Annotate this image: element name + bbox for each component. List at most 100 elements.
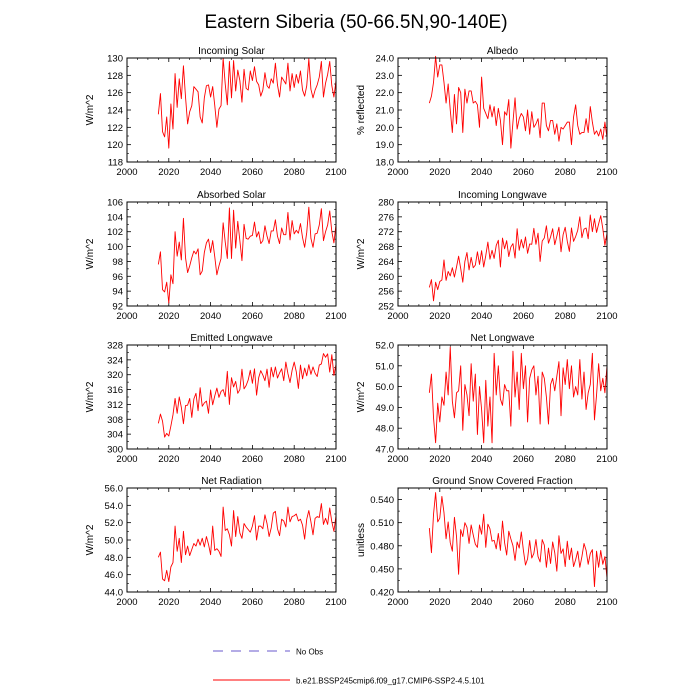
y-tick-label: 52.0 [376,341,395,352]
x-tick-label: 2100 [596,167,617,178]
y-tick-label: 256 [378,287,394,298]
panel-title: Net Radiation [201,476,262,487]
x-tick-label: 2020 [158,597,179,608]
x-tick-label: 2040 [200,454,221,465]
y-tick-label: 0.540 [370,495,394,506]
series-line [428,346,608,444]
plot-frame [126,344,337,450]
y-tick-label: 280 [378,198,394,209]
x-tick-label: 2020 [429,454,450,465]
y-tick-label: 252 [378,302,394,313]
panel-title: Albedo [487,46,519,57]
x-tick-label: 2000 [116,597,137,608]
y-tick-label: 118 [108,158,123,169]
y-tick-label: 100 [107,242,123,253]
y-tick-label: 98 [112,257,123,268]
y-tick-label: 260 [378,272,394,283]
x-tick-label: 2040 [200,311,221,322]
legend-model-label: b.e21.BSSP245cmip6.f09_g17.CMIP6-SSP2-4.… [296,677,485,686]
y-tick-label: 54.0 [105,501,124,512]
y-tick-label: 44.0 [105,588,124,599]
panels: Incoming Solar W/m^2 118 120 122 124 126 128 130… [85,46,618,608]
x-tick-label: 2000 [116,167,137,178]
x-tick-label: 2040 [471,167,492,178]
x-tick-label: 2040 [200,597,221,608]
x-tick-label: 2000 [387,311,408,322]
y-axis-label: W/m^2 [85,238,96,269]
y-tick-label: 104 [107,212,123,223]
x-tick-label: 2000 [116,311,137,322]
x-tick-label: 2020 [429,167,450,178]
y-tick-label: 92 [112,302,123,313]
y-tick-label: 18.0 [376,158,395,169]
x-tick-label: 2100 [325,454,346,465]
x-tick-label: 2020 [158,454,179,465]
y-tick-label: 50.0 [376,382,395,393]
y-tick-label: 0.510 [370,518,394,529]
plot-frame [397,201,608,307]
y-tick-label: 19.0 [376,140,395,151]
legend-obs-label: No Obs [296,648,323,657]
y-axis-label: % reflected [356,85,367,135]
x-tick-label: 2100 [325,311,346,322]
y-axis-label: W/m^2 [85,94,96,125]
y-tick-label: 316 [107,385,123,396]
x-tick-label: 2080 [284,454,305,465]
y-tick-label: 48.0 [376,424,395,435]
x-tick-label: 2060 [242,167,263,178]
x-tick-label: 2000 [116,454,137,465]
x-tick-label: 2100 [596,454,617,465]
panel-incoming-longwave: Incoming Longwave W/m^2 252 256 260 264 268 272… [356,190,618,322]
panel-ground-snow-covered-fraction: Ground Snow Covered Fraction unitless 0.42… [356,476,618,608]
y-axis-label: W/m^2 [85,381,96,412]
x-tick-label: 2080 [555,311,576,322]
series-line [428,214,608,302]
series-line [157,353,337,438]
plot-frame [126,57,337,163]
plot-frame [397,487,608,593]
series-line [157,503,337,583]
x-tick-label: 2080 [284,167,305,178]
x-tick-label: 2100 [596,311,617,322]
y-axis-label: W/m^2 [85,524,96,555]
y-tick-label: 268 [378,242,394,253]
x-tick-label: 2020 [429,597,450,608]
x-tick-label: 2060 [242,311,263,322]
y-tick-label: 0.480 [370,541,394,552]
y-tick-label: 50.0 [105,536,124,547]
panel-net-longwave: Net Longwave W/m^2 47.0 48.0 49.0 50.0 51.0 52.… [356,333,618,465]
x-tick-label: 2040 [200,167,221,178]
x-tick-label: 2060 [242,597,263,608]
x-tick-label: 2100 [325,597,346,608]
y-tick-label: 0.420 [370,588,394,599]
x-tick-label: 2100 [596,597,617,608]
y-tick-label: 272 [378,227,394,238]
y-tick-label: 56.0 [105,484,124,495]
y-tick-label: 46.0 [105,570,124,581]
y-tick-label: 324 [107,355,123,366]
y-tick-label: 48.0 [105,553,124,564]
x-tick-label: 2040 [471,311,492,322]
panel-emitted-longwave: Emitted Longwave W/m^2 300 304 308 312 316 320 3… [85,333,347,465]
series-line [428,492,608,588]
x-tick-label: 2020 [158,311,179,322]
x-tick-label: 2100 [325,167,346,178]
series-line [157,206,337,304]
y-tick-label: 312 [107,400,123,411]
x-tick-label: 2000 [387,454,408,465]
y-tick-label: 21.0 [376,106,395,117]
x-tick-label: 2060 [513,597,534,608]
y-tick-label: 124 [107,106,123,117]
y-tick-label: 308 [107,415,123,426]
y-tick-label: 96 [112,272,123,283]
series-line [157,57,337,149]
x-tick-label: 2040 [471,454,492,465]
x-tick-label: 2080 [284,311,305,322]
y-axis-label: W/m^2 [356,238,367,269]
y-axis-label: W/m^2 [356,381,367,412]
x-tick-label: 2080 [555,597,576,608]
x-tick-label: 2080 [555,454,576,465]
x-tick-label: 2020 [429,311,450,322]
x-tick-label: 2080 [555,167,576,178]
